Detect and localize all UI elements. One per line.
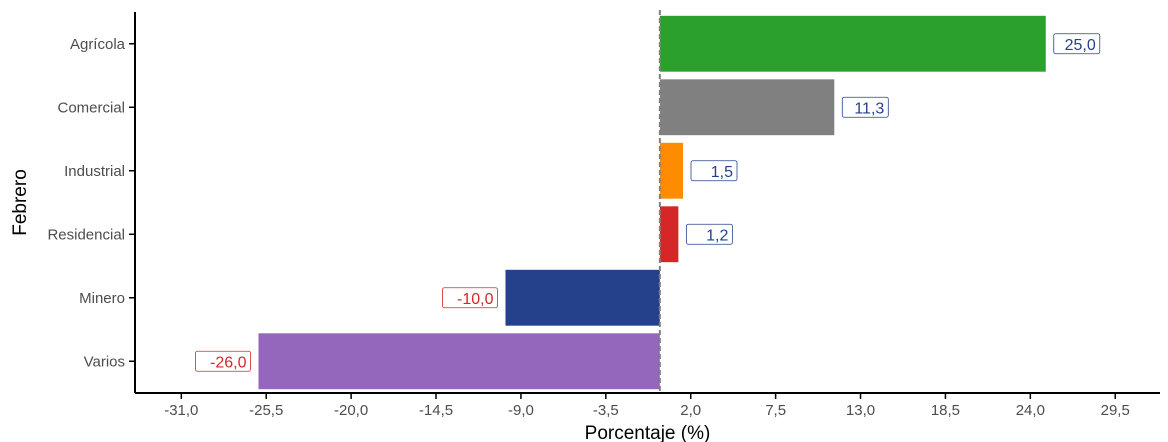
value-label-box: [685, 223, 733, 245]
x-tick-label: -14,5: [419, 402, 453, 419]
bar-0: [659, 15, 1046, 72]
x-tick-label: 13,0: [846, 402, 875, 419]
x-tick-label: 18,5: [931, 402, 960, 419]
bar-1: [659, 79, 835, 136]
value-label-box: [690, 160, 738, 182]
y-tick-label: Agrícola: [70, 36, 126, 53]
x-tick-label: 2,0: [680, 402, 701, 419]
y-tick-label: Residencial: [47, 226, 125, 243]
x-tick-label: -9,0: [508, 402, 534, 419]
y-tick-label: Minero: [79, 290, 125, 307]
value-label: 25,0: [1065, 37, 1096, 54]
x-axis-title: Porcentaje (%): [585, 423, 711, 442]
x-tick-label: 24,0: [1016, 402, 1045, 419]
bar-3: [659, 206, 679, 263]
x-tick-label: 29,5: [1101, 402, 1130, 419]
x-axis-ticks: -31,0 -25,5 -20,0 -14,5 -9,0 -3,5 2,0 7,5 13,0 18…: [164, 393, 1130, 419]
value-label: 1,5: [711, 164, 733, 181]
value-label-box: [841, 96, 889, 118]
x-tick-label: -31,0: [164, 402, 198, 419]
y-tick-label: Varios: [84, 353, 125, 370]
x-tick-label: -25,5: [249, 402, 283, 419]
value-label-box: [195, 350, 251, 372]
bar-2: [659, 142, 684, 199]
value-label-box: [442, 287, 498, 309]
data-labels-layer: 25,0 11,3 1,5 1,2 -10,0 -26,0: [195, 33, 1101, 372]
y-tick-label: Comercial: [57, 99, 125, 116]
bars-layer: [258, 15, 1046, 390]
bar-4: [505, 269, 660, 326]
y-axis-ticks: Agrícola Comercial Industrial Residencial Mi…: [47, 36, 135, 370]
value-label: 1,2: [706, 227, 728, 244]
y-tick-label: Industrial: [64, 163, 125, 180]
x-tick-label: -20,0: [334, 402, 368, 419]
value-label-box: [1053, 33, 1101, 55]
bar-5: [258, 333, 660, 390]
value-label: -10,0: [457, 291, 494, 308]
value-label: 11,3: [854, 100, 884, 117]
x-tick-label: 7,5: [765, 402, 786, 419]
y-axis-title: Febrero: [10, 169, 31, 236]
value-label: -26,0: [210, 354, 247, 371]
x-tick-label: -3,5: [593, 402, 619, 419]
